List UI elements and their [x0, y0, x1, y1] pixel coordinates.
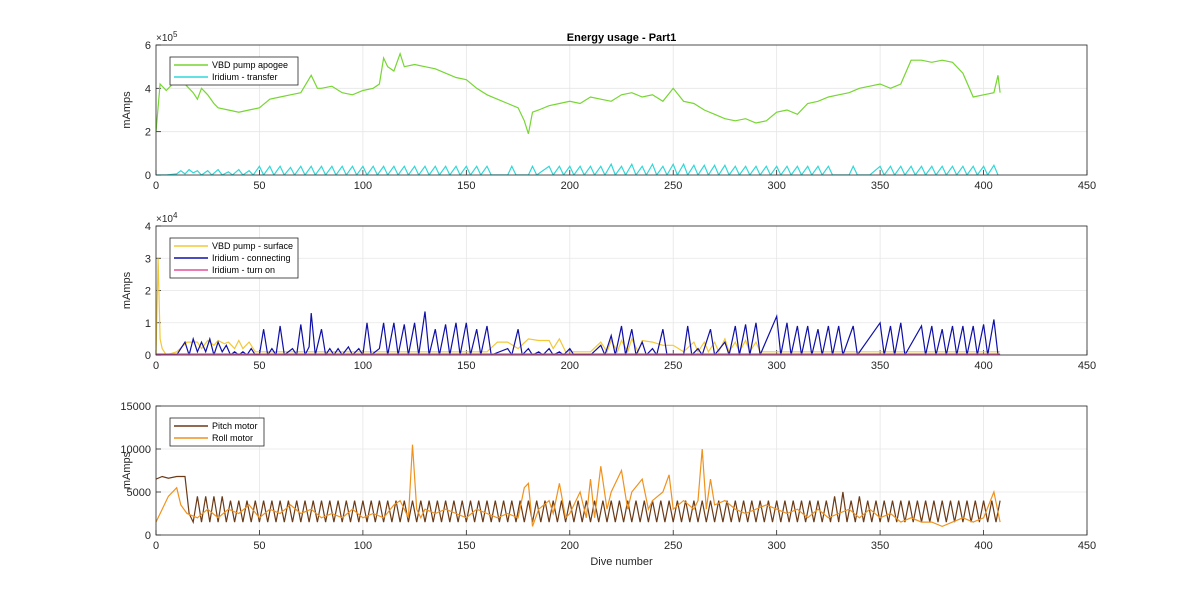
- y-tick-label: 0: [145, 350, 151, 362]
- series-line-vbd-pump-apogee: [156, 51, 1001, 134]
- y-tick-label: 6: [145, 40, 151, 52]
- legend-box: [169, 417, 265, 447]
- x-tick-label: 450: [1078, 540, 1096, 552]
- legend: Pitch motor Roll motor: [169, 417, 265, 447]
- legend: VBD pump - surface Iridium - connecting Ir…: [169, 237, 299, 279]
- series-line-iridium-connecting: [156, 311, 1001, 355]
- y-tick-label: 4: [145, 83, 151, 95]
- x-tick-label: 0: [153, 180, 159, 192]
- y-tick-label: 2: [145, 286, 151, 298]
- x-tick-label: 100: [354, 180, 372, 192]
- x-tick-label: 250: [664, 360, 682, 372]
- legend: VBD pump apogee Iridium - transfer: [169, 56, 299, 86]
- y-exponent-power: 5: [173, 30, 178, 39]
- axes-box: [155, 405, 1088, 536]
- series-line-roll-motor: [156, 444, 1001, 528]
- x-tick-label: 300: [767, 180, 785, 192]
- axes-box: [155, 44, 1088, 176]
- axes-box: [155, 225, 1088, 356]
- legend-entry: Roll motor: [212, 433, 253, 443]
- y-tick-label: 0: [145, 170, 151, 182]
- x-tick-label: 350: [871, 540, 889, 552]
- panel-energy-apogee-transfer: 0 50 100 150 200 250 300 350 400 450 0 2 4 6 ×105 mAmps…: [121, 30, 1096, 192]
- panel-energy-surface-iridium: 0 50 100 150 200 250 300 350 400 45001234×104mAmp…: [121, 211, 1096, 372]
- y-tick-label: 1: [145, 318, 151, 330]
- x-tick-label: 150: [457, 540, 475, 552]
- x-axis-label: Dive number: [590, 556, 653, 568]
- x-tick-label: 100: [354, 360, 372, 372]
- x-tick-label: 300: [767, 360, 785, 372]
- y-exponent-base: ×10: [156, 33, 173, 44]
- y-axis-label: mAmps: [121, 91, 133, 129]
- x-tick-label: 250: [664, 180, 682, 192]
- legend-entry: Iridium - connecting: [212, 253, 291, 263]
- y-tick-label: 4: [145, 221, 151, 233]
- x-tick-label: 350: [871, 180, 889, 192]
- x-tick-label: 50: [253, 360, 265, 372]
- y-axis-label: mAmps: [121, 451, 133, 489]
- x-tick-label: 300: [767, 540, 785, 552]
- x-tick-label: 350: [871, 360, 889, 372]
- x-tick-label: 150: [457, 360, 475, 372]
- chart-title: Energy usage - Part1: [567, 32, 676, 44]
- x-tick-label: 400: [974, 540, 992, 552]
- y-tick-label: 15000: [120, 401, 151, 413]
- y-exponent-label: ×104: [156, 211, 178, 225]
- x-tick-label: 0: [153, 540, 159, 552]
- y-tick-label: 10000: [120, 444, 151, 456]
- x-tick-label: 50: [253, 540, 265, 552]
- x-tick-label: 0: [153, 360, 159, 372]
- x-tick-label: 150: [457, 180, 475, 192]
- y-exponent-base: ×10: [156, 214, 173, 225]
- legend-entry: Iridium - turn on: [212, 265, 275, 275]
- y-exponent-label: ×105: [156, 30, 178, 44]
- x-tick-label: 400: [974, 360, 992, 372]
- x-tick-label: 200: [561, 360, 579, 372]
- y-tick-label: 3: [145, 253, 151, 265]
- legend-box: [169, 56, 299, 86]
- x-tick-label: 50: [253, 180, 265, 192]
- x-tick-label: 200: [561, 180, 579, 192]
- x-tick-label: 450: [1078, 180, 1096, 192]
- y-exponent-power: 4: [173, 211, 178, 220]
- plot-area: [156, 45, 1087, 175]
- legend-entry: VBD pump apogee: [212, 60, 288, 70]
- x-tick-label: 100: [354, 540, 372, 552]
- x-tick-label: 400: [974, 180, 992, 192]
- series-line-iridium-transfer: [156, 162, 999, 175]
- x-tick-label: 450: [1078, 360, 1096, 372]
- y-axis-label: mAmps: [121, 271, 133, 309]
- legend-entry: Iridium - transfer: [212, 72, 278, 82]
- x-tick-label: 250: [664, 540, 682, 552]
- legend-entry: Pitch motor: [212, 421, 258, 431]
- panel-energy-motors: 0 50 100 150 200 250 300 350 400 450 0 5000 10000 150…: [120, 401, 1096, 568]
- legend-entry: VBD pump - surface: [212, 241, 293, 251]
- y-tick-label: 0: [145, 530, 151, 542]
- x-tick-label: 200: [561, 540, 579, 552]
- y-tick-label: 2: [145, 127, 151, 139]
- y-tick-label: 5000: [127, 487, 151, 499]
